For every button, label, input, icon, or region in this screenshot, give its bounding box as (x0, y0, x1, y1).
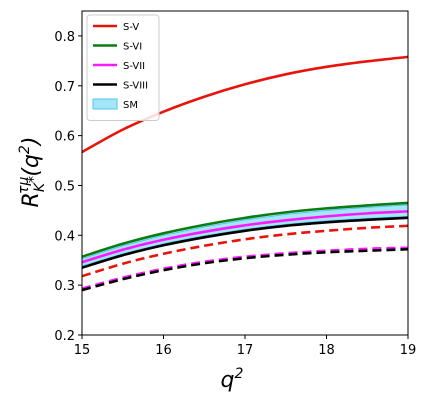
y-axis-title-sub: K (32, 181, 48, 192)
legend-box (86, 14, 160, 121)
series-line-s-vi-solid (82, 201, 408, 258)
y-axis-title-base: R (19, 192, 44, 207)
x-axis-title-base: q (221, 368, 235, 393)
y-axis-title-subsup: * (26, 176, 42, 183)
series-line-s-viii-solid (82, 216, 408, 269)
legend-label-s-v: S-V (123, 22, 139, 33)
x-tick-label: 15 (74, 343, 91, 358)
y-tick-label: 0.4 (54, 229, 75, 244)
y-tick-label: 0.3 (54, 279, 75, 294)
band-sm (82, 204, 408, 267)
legend-label-s-vii: S-VII (123, 61, 145, 72)
y-tick-label: 0.5 (54, 179, 75, 194)
series-layer (82, 55, 408, 292)
y-axis-title-arg: q (19, 154, 44, 168)
ticks-layer: 15 16 17 18 19 0.2 0.3 0.4 0.5 0.6 0.7 0.8 (54, 30, 416, 358)
y-axis-title-sup: τμ (16, 177, 32, 194)
y-axis-title-paren-open: ( (19, 167, 44, 177)
y-axis-title-arg-sup: 2 (17, 145, 33, 154)
x-tick-label: 18 (318, 343, 335, 358)
series-line-s-vii-solid (82, 210, 408, 264)
y-axis-title-paren-close: ) (19, 137, 44, 148)
legend: S-V S-VI S-VII S-VIII SM (86, 14, 160, 121)
legend-label-s-viii: S-VIII (123, 81, 148, 92)
legend-label-s-vi: S-VI (123, 42, 142, 53)
legend-swatch-sm (92, 98, 118, 110)
bands-layer (82, 204, 408, 267)
x-axis-title: q2 (221, 366, 244, 393)
x-tick-label: 16 (155, 343, 172, 358)
series-line-s-viii-dashed (82, 247, 408, 292)
y-axis-title: RK*τμ(q2) (16, 137, 48, 208)
y-tick-label: 0.2 (54, 329, 75, 344)
x-axis-title-sup: 2 (235, 366, 244, 382)
y-tick-label: 0.6 (54, 130, 75, 145)
x-tick-label: 17 (237, 343, 254, 358)
x-tick-label: 19 (400, 343, 417, 358)
series-line-s-v-solid (82, 55, 408, 154)
legend-label-sm: SM (123, 100, 138, 111)
y-tick-label: 0.7 (54, 80, 75, 95)
y-tick-label: 0.8 (54, 30, 75, 45)
